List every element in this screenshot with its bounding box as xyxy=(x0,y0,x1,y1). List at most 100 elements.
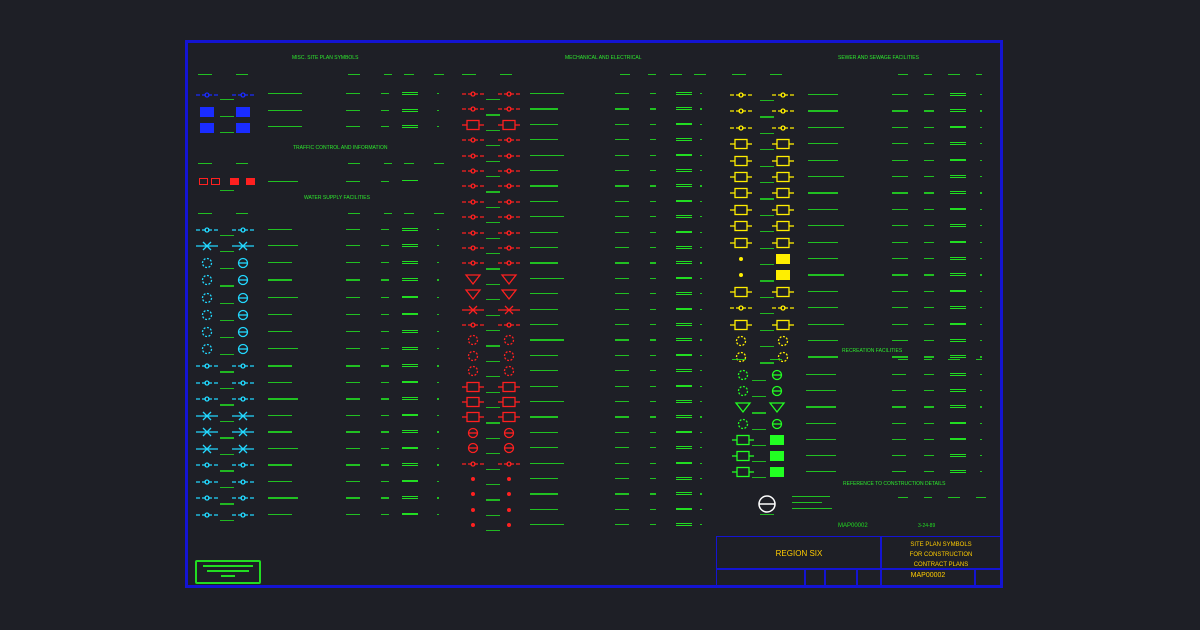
recreation-linetype xyxy=(950,389,966,392)
mech-description xyxy=(530,108,558,110)
mech-linetype xyxy=(676,461,692,465)
mech-layer xyxy=(615,324,629,326)
sewer-color xyxy=(924,356,934,358)
sewer-color xyxy=(924,307,934,309)
recreation-linetype xyxy=(950,470,966,473)
symbol-caption xyxy=(760,116,774,118)
sewer-symbol-existing-icon xyxy=(730,92,752,98)
symbol-caption xyxy=(760,264,774,266)
mech-symbol-existing-icon xyxy=(462,119,484,130)
water-lineweight xyxy=(437,296,439,298)
mech-symbol-proposed-icon xyxy=(498,137,520,143)
symbol-caption xyxy=(486,376,500,378)
sewer-symbol-existing-icon xyxy=(730,139,752,150)
misc-lineweight xyxy=(437,126,439,128)
recreation-lineweight xyxy=(980,471,982,473)
sewer-color xyxy=(924,208,934,211)
water-lineweight xyxy=(437,431,439,433)
recreation-color xyxy=(924,438,934,441)
mech-symbol-proposed-icon xyxy=(498,260,520,267)
column-header xyxy=(236,163,248,165)
mech-lineweight xyxy=(700,170,702,172)
water-linetype xyxy=(402,261,418,264)
symbol-caption xyxy=(486,330,500,332)
water-linetype xyxy=(402,347,418,350)
heading-traffic-control: TRAFFIC CONTROL AND INFORMATION xyxy=(293,145,388,151)
mech-symbol-proposed-icon xyxy=(503,366,515,377)
misc-symbol-existing-icon xyxy=(200,107,214,117)
misc-linetype xyxy=(402,109,418,112)
water-symbol-proposed-icon xyxy=(232,479,254,485)
recreation-symbol-proposed-icon xyxy=(771,386,783,397)
mech-linetype xyxy=(676,153,692,157)
misc-lineweight xyxy=(437,110,439,112)
water-symbol-existing-icon xyxy=(196,444,218,454)
mech-linetype xyxy=(676,323,692,326)
recreation-description xyxy=(806,406,836,408)
water-symbol-existing-icon xyxy=(201,258,213,269)
mech-color xyxy=(650,508,656,511)
mech-color xyxy=(650,200,656,203)
sewer-symbol-existing-icon xyxy=(730,125,752,131)
water-symbol-existing-icon xyxy=(196,241,218,251)
mech-linetype xyxy=(676,261,692,264)
water-linetype xyxy=(402,496,418,499)
symbol-caption xyxy=(486,268,500,270)
water-lineweight xyxy=(437,464,439,466)
stamp-line-3 xyxy=(221,575,235,577)
mech-lineweight xyxy=(700,370,702,372)
sewer-layer xyxy=(892,356,908,358)
sewer-layer xyxy=(892,225,908,227)
water-color xyxy=(381,296,389,298)
mech-linetype xyxy=(676,415,692,418)
mech-lineweight xyxy=(700,324,702,326)
water-linetype xyxy=(402,446,418,450)
column-header xyxy=(236,213,248,215)
recreation-color xyxy=(924,422,934,424)
title-block-lower-mid-a xyxy=(804,568,826,588)
sewer-symbol-existing-icon xyxy=(730,305,752,311)
sewer-color xyxy=(924,126,934,129)
sewer-symbol-proposed-icon xyxy=(772,204,794,215)
mech-color xyxy=(650,385,656,387)
water-color xyxy=(381,279,389,281)
water-color xyxy=(381,464,389,466)
water-lineweight xyxy=(437,331,439,333)
sewer-linetype xyxy=(950,339,966,342)
column-header xyxy=(976,74,982,76)
column-header xyxy=(236,74,248,76)
mech-linetype xyxy=(676,138,692,141)
mech-color xyxy=(650,185,656,187)
mech-symbol-proposed-icon xyxy=(498,305,520,315)
mech-linetype xyxy=(676,92,692,95)
mech-symbol-proposed-icon xyxy=(503,443,515,454)
heading-reference-construction: REFERENCE TO CONSTRUCTION DETAILS xyxy=(843,481,946,487)
symbol-caption xyxy=(220,420,234,423)
misc-symbol-proposed-icon xyxy=(232,92,254,98)
column-header xyxy=(384,74,392,76)
column-header xyxy=(732,74,746,76)
title-block-drawing-no-cell xyxy=(880,568,976,588)
water-lineweight xyxy=(437,279,439,281)
mech-symbol-proposed-icon xyxy=(507,492,511,497)
mech-symbol-proposed-icon xyxy=(498,381,520,392)
sewer-color xyxy=(924,94,934,96)
mech-lineweight xyxy=(700,431,702,434)
sewer-linetype xyxy=(950,109,966,112)
sewer-lineweight xyxy=(980,94,982,96)
recreation-symbol-existing-icon xyxy=(732,467,754,478)
mech-color xyxy=(650,262,656,264)
sewer-lineweight xyxy=(980,208,982,211)
sewer-linetype xyxy=(950,191,966,194)
column-header xyxy=(770,74,782,76)
mech-linetype xyxy=(676,523,692,526)
symbol-caption xyxy=(486,283,500,285)
symbol-caption xyxy=(760,362,774,364)
symbol-caption xyxy=(752,428,766,430)
mech-description xyxy=(530,524,564,526)
mech-layer xyxy=(615,493,629,495)
water-color xyxy=(381,262,389,264)
mech-symbol-existing-icon xyxy=(462,322,484,328)
recreation-description xyxy=(806,455,836,457)
column-header xyxy=(434,213,444,215)
